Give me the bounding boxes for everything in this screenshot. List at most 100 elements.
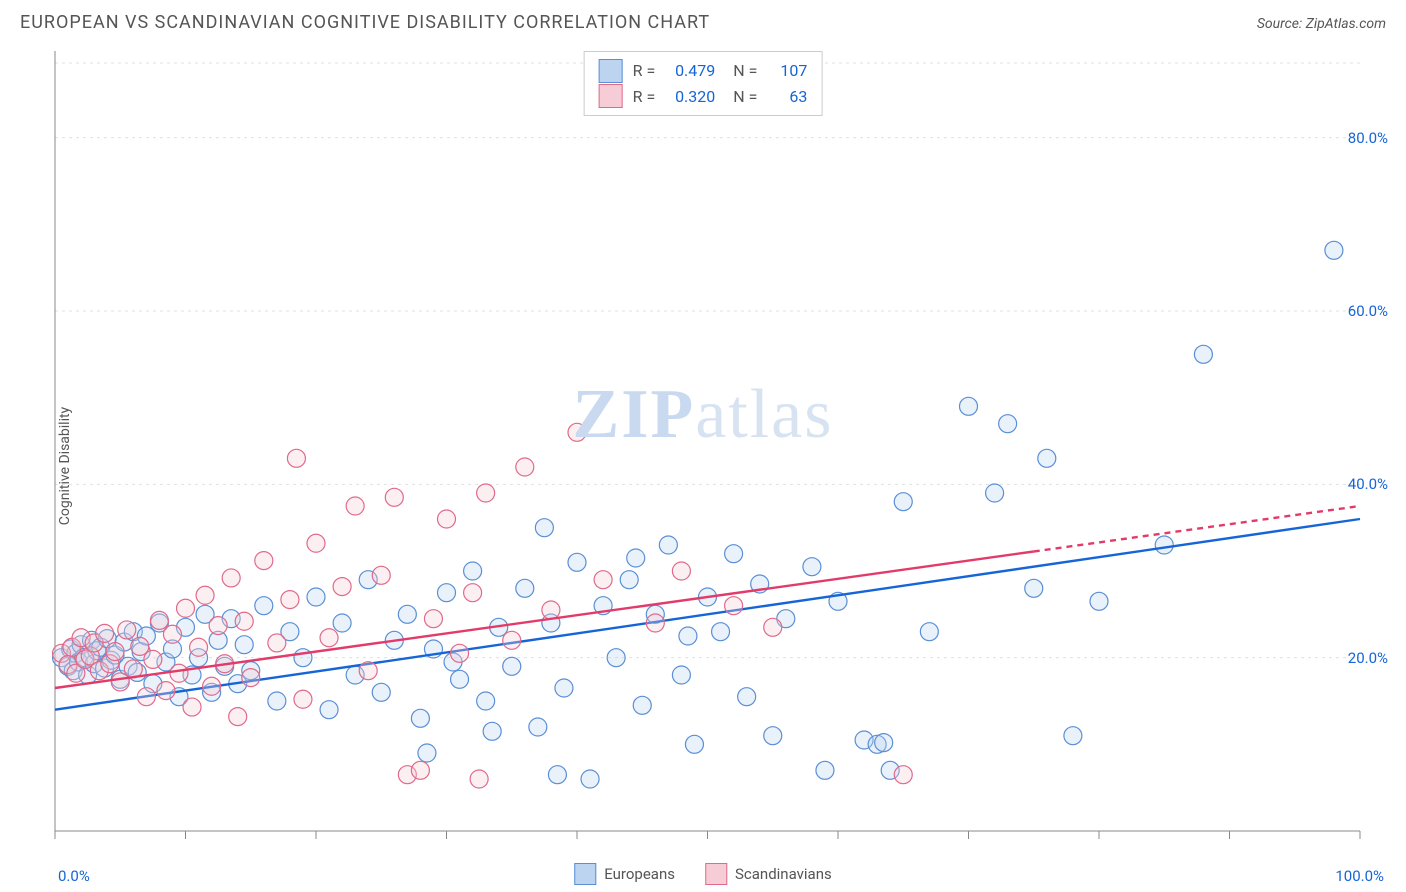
scatter-point: [725, 545, 743, 563]
scatter-point: [470, 770, 488, 788]
scatter-point: [581, 770, 599, 788]
scatter-point: [894, 493, 912, 511]
scatter-point: [157, 682, 175, 700]
y-tick-label: 80.0%: [1348, 129, 1388, 147]
scatter-point: [568, 553, 586, 571]
scatter-point: [712, 623, 730, 641]
scatter-point: [659, 536, 677, 554]
scatter-point: [424, 610, 442, 628]
scatter-point: [620, 571, 638, 589]
scatter-point: [137, 688, 155, 706]
scatter-point: [1038, 449, 1056, 467]
scatter-point: [529, 718, 547, 736]
scatter-point: [1194, 345, 1212, 363]
scatter-point: [477, 484, 495, 502]
source-attribution: Source: ZipAtlas.com: [1257, 16, 1386, 32]
legend-swatch: [599, 84, 623, 108]
y-axis-title: Cognitive Disability: [57, 407, 73, 525]
scatter-point: [320, 629, 338, 647]
y-tick-label: 40.0%: [1348, 475, 1388, 493]
scatter-point: [894, 766, 912, 784]
scatter-point: [222, 569, 240, 587]
scatter-point: [106, 643, 124, 661]
scatter-point: [986, 484, 1004, 502]
scatter-point: [503, 631, 521, 649]
scatter-point: [242, 669, 260, 687]
scatter-point: [1090, 592, 1108, 610]
scatter-point: [451, 644, 469, 662]
series-legend: Europeans Scandinavians: [574, 863, 831, 885]
scatter-point: [920, 623, 938, 641]
scatter-point: [118, 621, 136, 639]
scatter-point: [607, 649, 625, 667]
scatter-point: [960, 397, 978, 415]
scatter-point: [516, 458, 534, 476]
scatter-point: [594, 571, 612, 589]
scatter-point: [307, 534, 325, 552]
scatter-point: [150, 611, 168, 629]
scatter-point: [96, 624, 114, 642]
scatter-point: [1025, 579, 1043, 597]
scatter-point: [229, 708, 247, 726]
scatter-point: [411, 709, 429, 727]
legend-swatch: [574, 863, 596, 885]
scatter-point: [464, 562, 482, 580]
scatter-point: [235, 612, 253, 630]
y-tick-label: 60.0%: [1348, 302, 1388, 320]
scatter-point: [268, 634, 286, 652]
x-axis-max-label: 100.0%: [1335, 867, 1384, 885]
scatter-point: [875, 734, 893, 752]
chart-title: EUROPEAN VS SCANDINAVIAN COGNITIVE DISAB…: [20, 12, 710, 33]
scatter-point: [542, 601, 560, 619]
scatter-point: [725, 597, 743, 615]
scatter-point: [372, 683, 390, 701]
scatter-point: [483, 722, 501, 740]
legend-item: Europeans: [574, 863, 675, 885]
legend-n-value: 63: [767, 84, 807, 110]
scatter-point: [1325, 241, 1343, 259]
scatter-point: [535, 519, 553, 537]
scatter-point: [685, 735, 703, 753]
scatter-point: [398, 605, 416, 623]
scatter-point: [764, 727, 782, 745]
scatter-point: [163, 625, 181, 643]
scatter-point: [438, 584, 456, 602]
scatter-point: [738, 688, 756, 706]
trend-line-extrapolated: [1034, 506, 1360, 552]
scatter-point: [803, 558, 821, 576]
scatter-point: [999, 415, 1017, 433]
legend-item: Scandinavians: [705, 863, 832, 885]
scatter-point: [333, 614, 351, 632]
scatter-point: [183, 698, 201, 716]
scatter-point: [1155, 536, 1173, 554]
x-axis-min-label: 0.0%: [58, 867, 90, 885]
scatter-point: [516, 579, 534, 597]
scatter-point: [190, 638, 208, 656]
scatter-point: [764, 618, 782, 636]
scatter-point: [633, 696, 651, 714]
scatter-point: [555, 679, 573, 697]
scatter-point: [418, 744, 436, 762]
scatter-point: [307, 588, 325, 606]
scatter-point: [464, 584, 482, 602]
legend-label: Scandinavians: [735, 865, 832, 883]
legend-row: R =0.479 N =107: [599, 58, 808, 84]
scatter-point: [548, 766, 566, 784]
scatter-point: [411, 761, 429, 779]
scatter-point: [679, 627, 697, 645]
scatter-point: [346, 497, 364, 515]
scatter-point: [627, 549, 645, 567]
scatter-point: [287, 449, 305, 467]
scatter-point: [170, 664, 188, 682]
source-link[interactable]: ZipAtlas.com: [1306, 16, 1386, 32]
scatter-point: [144, 650, 162, 668]
scatter-point: [209, 617, 227, 635]
scatter-point: [177, 599, 195, 617]
legend-swatch: [599, 59, 623, 83]
scatter-point: [320, 701, 338, 719]
scatter-point: [268, 692, 286, 710]
legend-r-value: 0.320: [665, 84, 715, 110]
scatter-point: [235, 636, 253, 654]
scatter-point: [255, 552, 273, 570]
scatter-point: [294, 690, 312, 708]
